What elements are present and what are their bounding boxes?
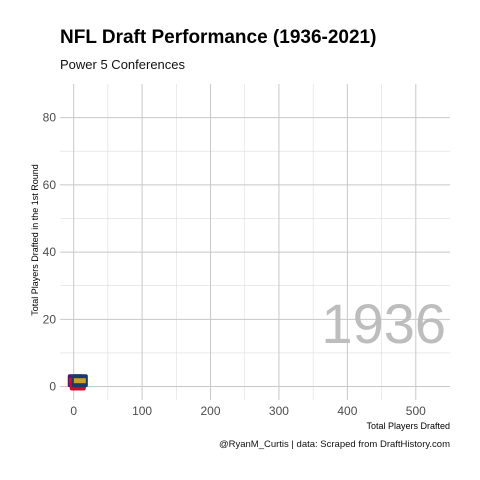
team-logo-point <box>71 374 88 388</box>
x-tick-label: 100 <box>132 404 152 418</box>
y-tick-label: 20 <box>43 312 57 326</box>
gridlines <box>60 84 450 400</box>
chart-subtitle: Power 5 Conferences <box>60 57 186 72</box>
x-tick-labels: 0 100 200 300 400 500 <box>70 404 426 418</box>
x-tick-label: 300 <box>269 404 289 418</box>
y-tick-label: 60 <box>43 178 57 192</box>
x-tick-label: 200 <box>201 404 221 418</box>
y-axis-title: Total Players Drafted in the 1st Round <box>30 164 40 316</box>
y-tick-labels: 0 20 40 60 80 <box>43 111 57 394</box>
x-tick-label: 500 <box>406 404 426 418</box>
year-label: 1936 <box>321 292 446 355</box>
y-tick-label: 80 <box>43 111 57 125</box>
chart-title: NFL Draft Performance (1936-2021) <box>60 27 377 48</box>
y-tick-label: 0 <box>49 380 56 394</box>
x-tick-label: 0 <box>70 404 77 418</box>
x-tick-label: 400 <box>337 404 357 418</box>
chart-caption: @RyanM_Curtis | data: Scraped from Draft… <box>218 439 450 450</box>
data-points <box>67 374 88 391</box>
y-tick-label: 40 <box>43 245 57 259</box>
x-axis-title: Total Players Drafted <box>366 421 450 431</box>
